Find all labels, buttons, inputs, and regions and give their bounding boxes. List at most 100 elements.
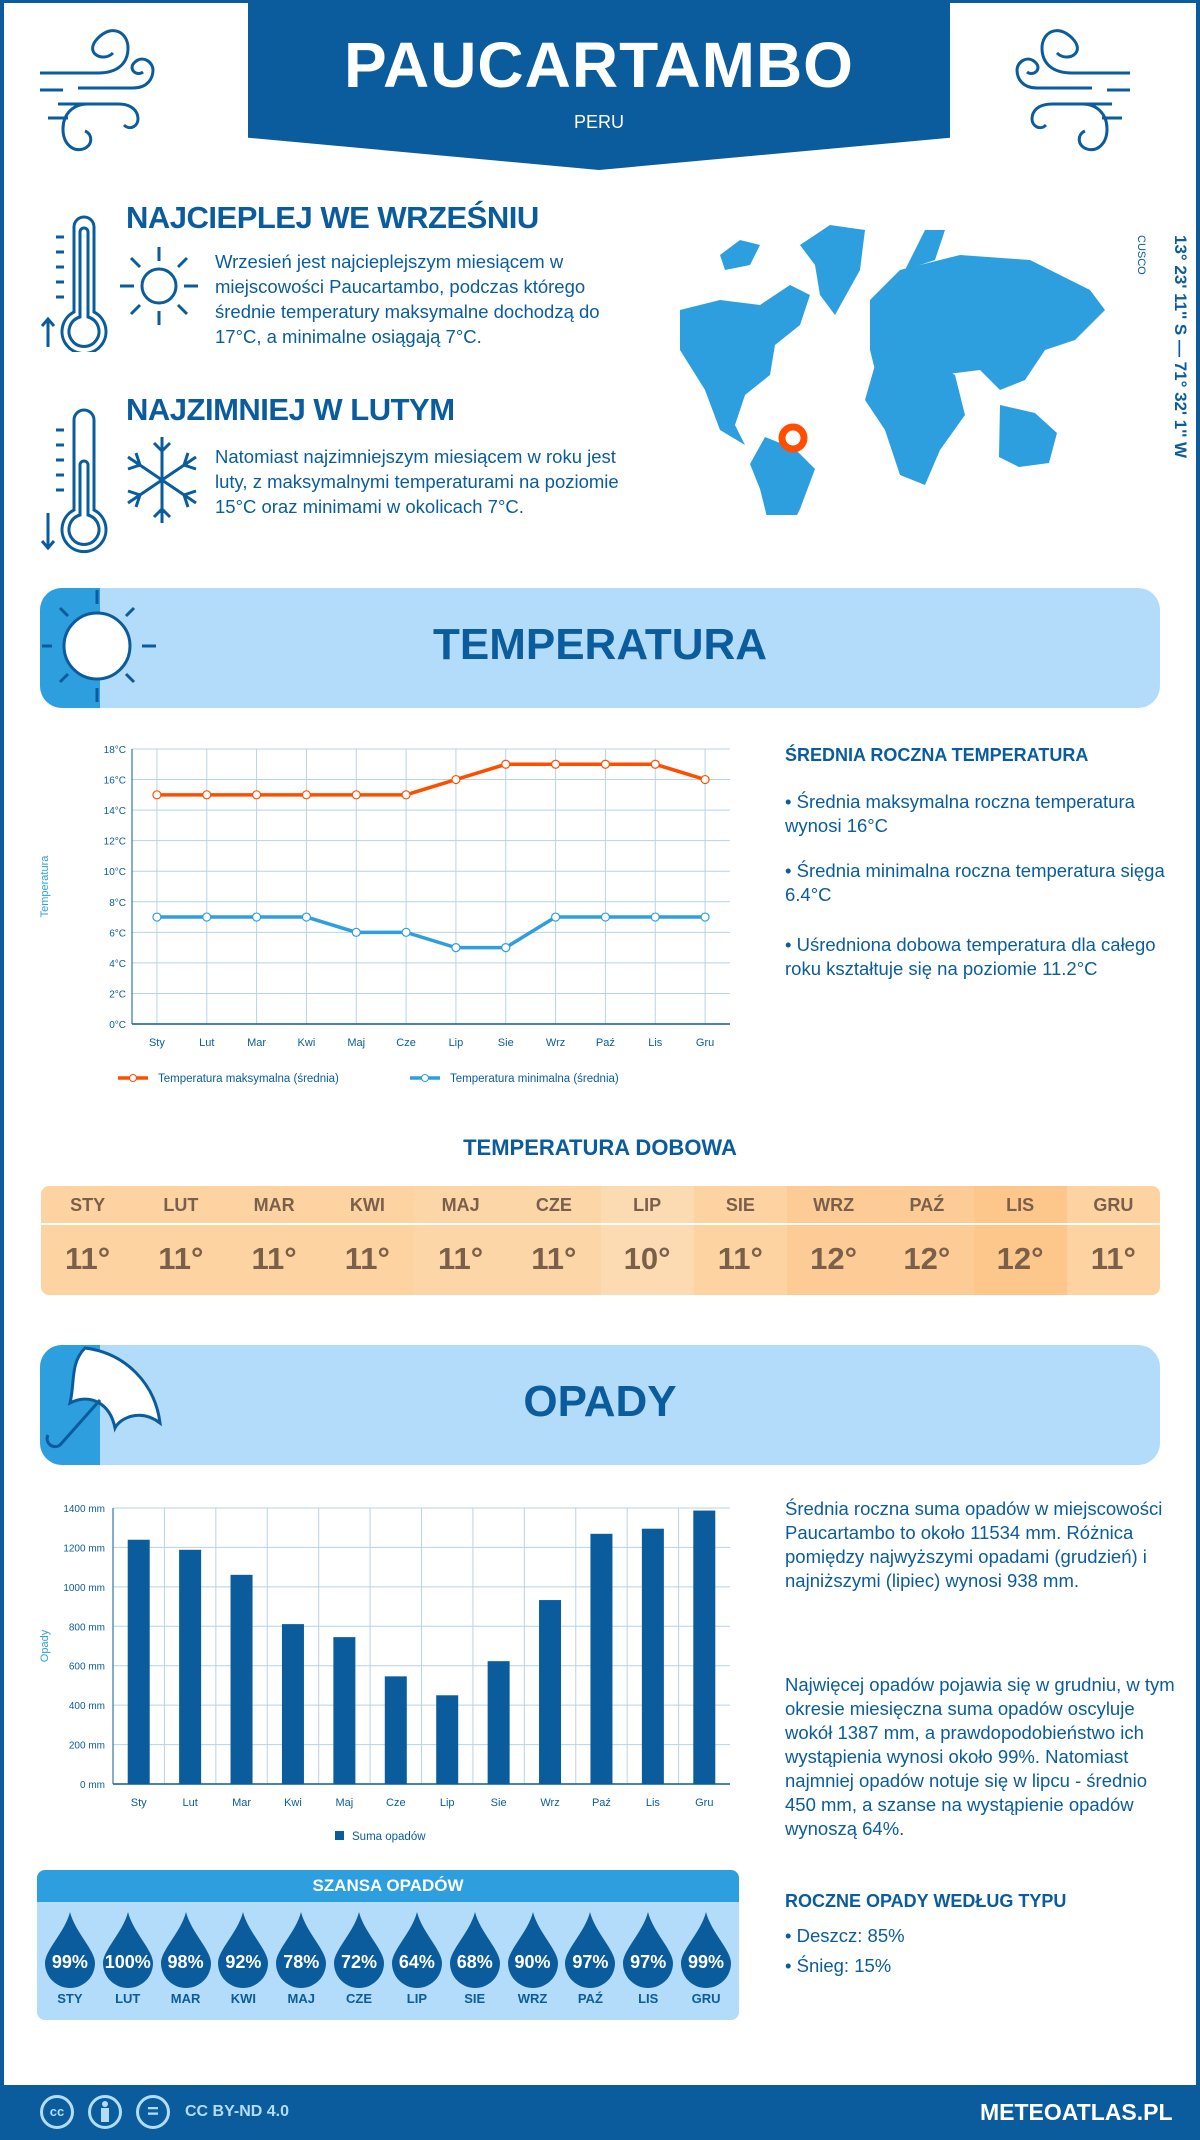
data-point bbox=[301, 912, 312, 922]
world-map bbox=[680, 225, 1105, 515]
month-label: MAJ bbox=[414, 1186, 508, 1225]
daily-temp-column: GRU 11° bbox=[1066, 1186, 1160, 1295]
x-tick-label: Lut bbox=[182, 1797, 197, 1809]
raindrop-icon bbox=[391, 1912, 442, 1988]
x-tick-label: Cze bbox=[386, 1797, 406, 1809]
month-label: PAŹ bbox=[577, 1991, 603, 2006]
raindrop-icon bbox=[334, 1912, 385, 1988]
bar bbox=[384, 1676, 407, 1784]
annual-max-bullet: • Średnia maksymalna roczna temperatura … bbox=[785, 791, 1135, 836]
x-tick-label: Lip bbox=[440, 1797, 455, 1809]
y-tick-label: 400 mm bbox=[69, 1701, 105, 1712]
data-point bbox=[152, 912, 162, 922]
data-point bbox=[301, 790, 312, 800]
precipitation-detail: Najwięcej opadów pojawia się w grudniu, … bbox=[785, 1674, 1175, 1839]
x-tick-label: Maj bbox=[347, 1037, 365, 1049]
temperature-chart: 0°C 2°C 4°C 6°C 8°C 10°C 12°C 14°C 16°C 18°C Sty Lu… bbox=[39, 745, 730, 1085]
raindrop-icon bbox=[102, 1912, 153, 1988]
daily-temp-value: 10° bbox=[623, 1241, 671, 1276]
raindrop-icon bbox=[160, 1912, 211, 1988]
sun-icon bbox=[42, 590, 156, 702]
precipitation-chance-drop: 97% PAŹ bbox=[561, 1902, 619, 2020]
daily-temp-value: 11° bbox=[158, 1241, 204, 1276]
daily-temp-column: SIE 11° bbox=[693, 1186, 787, 1295]
bar bbox=[590, 1533, 613, 1784]
precipitation-chance-panel: SZANSA OPADÓW 99% STY 100% LUT 98% MAR 92% KWI 7… bbox=[37, 1870, 739, 2020]
precipitation-chance-drop: 64% LIP bbox=[388, 1902, 446, 2020]
bar bbox=[333, 1637, 356, 1784]
sun-icon bbox=[120, 247, 198, 325]
daily-temp-value: 11° bbox=[531, 1241, 577, 1276]
raindrop-icon bbox=[507, 1912, 558, 1988]
daily-temp-value: 11° bbox=[717, 1241, 763, 1276]
legend-label: Suma opadów bbox=[352, 1831, 426, 1843]
precipitation-chart: 0 mm 200 mm 400 mm 600 mm 800 mm 1000 mm 1200 … bbox=[39, 1504, 730, 1843]
chance-value: 99% bbox=[688, 1952, 725, 1972]
y-tick-label: 1400 mm bbox=[63, 1504, 105, 1515]
daily-temp-column: LUT 11° bbox=[134, 1186, 228, 1295]
data-point bbox=[401, 927, 411, 937]
chance-value: 92% bbox=[225, 1952, 262, 1972]
raindrop-icon bbox=[681, 1912, 732, 1988]
month-label: CZE bbox=[507, 1186, 601, 1225]
month-label: WRZ bbox=[787, 1186, 881, 1225]
chance-value: 98% bbox=[167, 1952, 204, 1972]
raindrop-icon bbox=[623, 1912, 674, 1988]
warmest-text: Wrzesień jest najcieplejszym miesiącem w… bbox=[215, 251, 600, 347]
x-tick-label: Sty bbox=[149, 1037, 165, 1049]
precipitation-chance-drop: 92% KWI bbox=[214, 1902, 272, 2020]
daily-temp-column: MAJ 11° bbox=[414, 1186, 508, 1295]
thermometer-up-icon bbox=[40, 215, 108, 352]
region-label: CUSCO bbox=[1135, 235, 1147, 275]
data-point bbox=[451, 774, 461, 785]
x-tick-label: Sie bbox=[491, 1797, 507, 1809]
y-tick-label: 0 mm bbox=[80, 1780, 105, 1791]
month-label: CZE bbox=[346, 1991, 373, 2006]
no-derivatives-icon: = bbox=[136, 2095, 170, 2129]
x-tick-label: Lis bbox=[648, 1037, 663, 1049]
precipitation-section-title: OPADY bbox=[523, 1377, 677, 1426]
month-label: STY bbox=[41, 1186, 135, 1225]
x-tick-label: Maj bbox=[336, 1797, 354, 1809]
umbrella-icon bbox=[45, 1346, 162, 1449]
data-point bbox=[251, 912, 262, 922]
daily-temp-column: KWI 11° bbox=[320, 1186, 414, 1295]
chance-value: 90% bbox=[514, 1952, 551, 1972]
license-label: CC BY-ND 4.0 bbox=[185, 2103, 290, 2120]
precipitation-chance-heading: SZANSA OPADÓW bbox=[37, 1870, 739, 1902]
legend-marker bbox=[129, 1074, 137, 1082]
footer bbox=[0, 2085, 1200, 2140]
precipitation-type-heading: ROCZNE OPADY WEDŁUG TYPU bbox=[785, 1891, 1067, 1911]
daily-temp-column: WRZ 12° bbox=[787, 1186, 881, 1295]
daily-temperature-heading: TEMPERATURA DOBOWA bbox=[463, 1135, 737, 1160]
month-label: LIS bbox=[973, 1186, 1067, 1225]
data-point bbox=[451, 943, 461, 953]
daily-temp-column: CZE 11° bbox=[507, 1186, 601, 1295]
month-label: WRZ bbox=[517, 1991, 548, 2006]
y-tick-label: 8°C bbox=[109, 898, 126, 909]
data-point bbox=[152, 790, 162, 800]
data-point bbox=[401, 790, 411, 800]
y-tick-label: 800 mm bbox=[69, 1622, 105, 1633]
warmest-heading: NAJCIEPLEJ WE WRZEŚNIU bbox=[126, 200, 539, 235]
wind-icon bbox=[40, 29, 155, 152]
site-link[interactable]: METEOATLAS.PL bbox=[980, 2099, 1173, 2125]
x-tick-label: Sie bbox=[498, 1037, 514, 1049]
temperature-section-title: TEMPERATURA bbox=[432, 620, 768, 669]
data-point bbox=[501, 759, 511, 769]
y-tick-label: 1000 mm bbox=[63, 1583, 105, 1594]
daily-temp-value: 11° bbox=[65, 1241, 111, 1276]
data-point bbox=[700, 912, 710, 922]
precipitation-chance-drop: 99% STY bbox=[41, 1902, 99, 2020]
month-label: PAŹ bbox=[880, 1186, 974, 1225]
city-title: PAUCARTAMBO bbox=[344, 29, 854, 101]
precipitation-chance-drop: 99% GRU bbox=[677, 1902, 735, 2020]
chance-value: 97% bbox=[572, 1952, 609, 1972]
data-point bbox=[351, 790, 361, 800]
data-point bbox=[600, 759, 611, 769]
y-tick-label: 4°C bbox=[109, 959, 126, 970]
chance-value: 78% bbox=[283, 1952, 320, 1972]
snow-share: • Śnieg: 15% bbox=[785, 1955, 892, 1976]
month-label: MAR bbox=[227, 1186, 321, 1225]
month-label: LUT bbox=[115, 1991, 141, 2006]
